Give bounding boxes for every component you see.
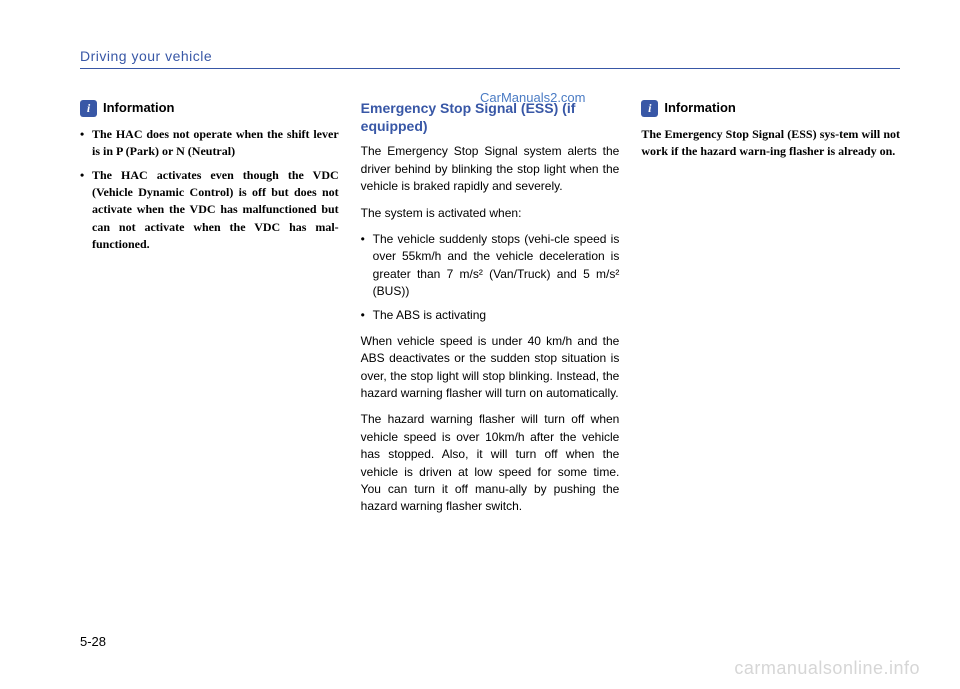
list-item: • The ABS is activating	[361, 307, 620, 324]
content-columns: i Information • The HAC does not operate…	[80, 99, 900, 525]
watermark-bottom: carmanualsonline.info	[734, 658, 920, 679]
list-item: • The vehicle suddenly stops (vehi-cle s…	[361, 231, 620, 301]
watermark-top: CarManuals2.com	[480, 90, 586, 105]
info-title: Information	[103, 99, 175, 118]
paragraph: The Emergency Stop Signal system alerts …	[361, 143, 620, 195]
column-center: Emergency Stop Signal (ESS) (if equipped…	[361, 99, 620, 525]
body-bullet-list: • The vehicle suddenly stops (vehi-cle s…	[361, 231, 620, 324]
page-number: 5-28	[80, 634, 106, 649]
bullet-text: The vehicle suddenly stops (vehi-cle spe…	[373, 231, 620, 301]
section-header: Driving your vehicle	[80, 48, 900, 64]
paragraph: When vehicle speed is under 40 km/h and …	[361, 333, 620, 403]
bullet-text: The HAC activates even though the VDC (V…	[92, 167, 339, 254]
list-item: • The HAC does not operate when the shif…	[80, 126, 339, 161]
bullet-text: The HAC does not operate when the shift …	[92, 126, 339, 161]
info-body: The Emergency Stop Signal (ESS) sys-tem …	[641, 126, 900, 161]
header-divider	[80, 68, 900, 69]
info-heading: i Information	[641, 99, 900, 118]
column-left: i Information • The HAC does not operate…	[80, 99, 339, 525]
bullet-text: The ABS is activating	[373, 307, 620, 324]
paragraph: The hazard warning flasher will turn off…	[361, 411, 620, 515]
bullet-icon: •	[80, 126, 92, 161]
info-heading: i Information	[80, 99, 339, 118]
info-bullet-list: • The HAC does not operate when the shif…	[80, 126, 339, 254]
info-title: Information	[664, 99, 736, 118]
bullet-icon: •	[80, 167, 92, 254]
bullet-icon: •	[361, 307, 373, 324]
info-icon: i	[641, 100, 658, 117]
manual-page: Driving your vehicle CarManuals2.com i I…	[0, 0, 960, 689]
info-icon: i	[80, 100, 97, 117]
list-item: • The HAC activates even though the VDC …	[80, 167, 339, 254]
paragraph: The system is activated when:	[361, 205, 620, 222]
column-right: i Information The Emergency Stop Signal …	[641, 99, 900, 525]
bullet-icon: •	[361, 231, 373, 301]
